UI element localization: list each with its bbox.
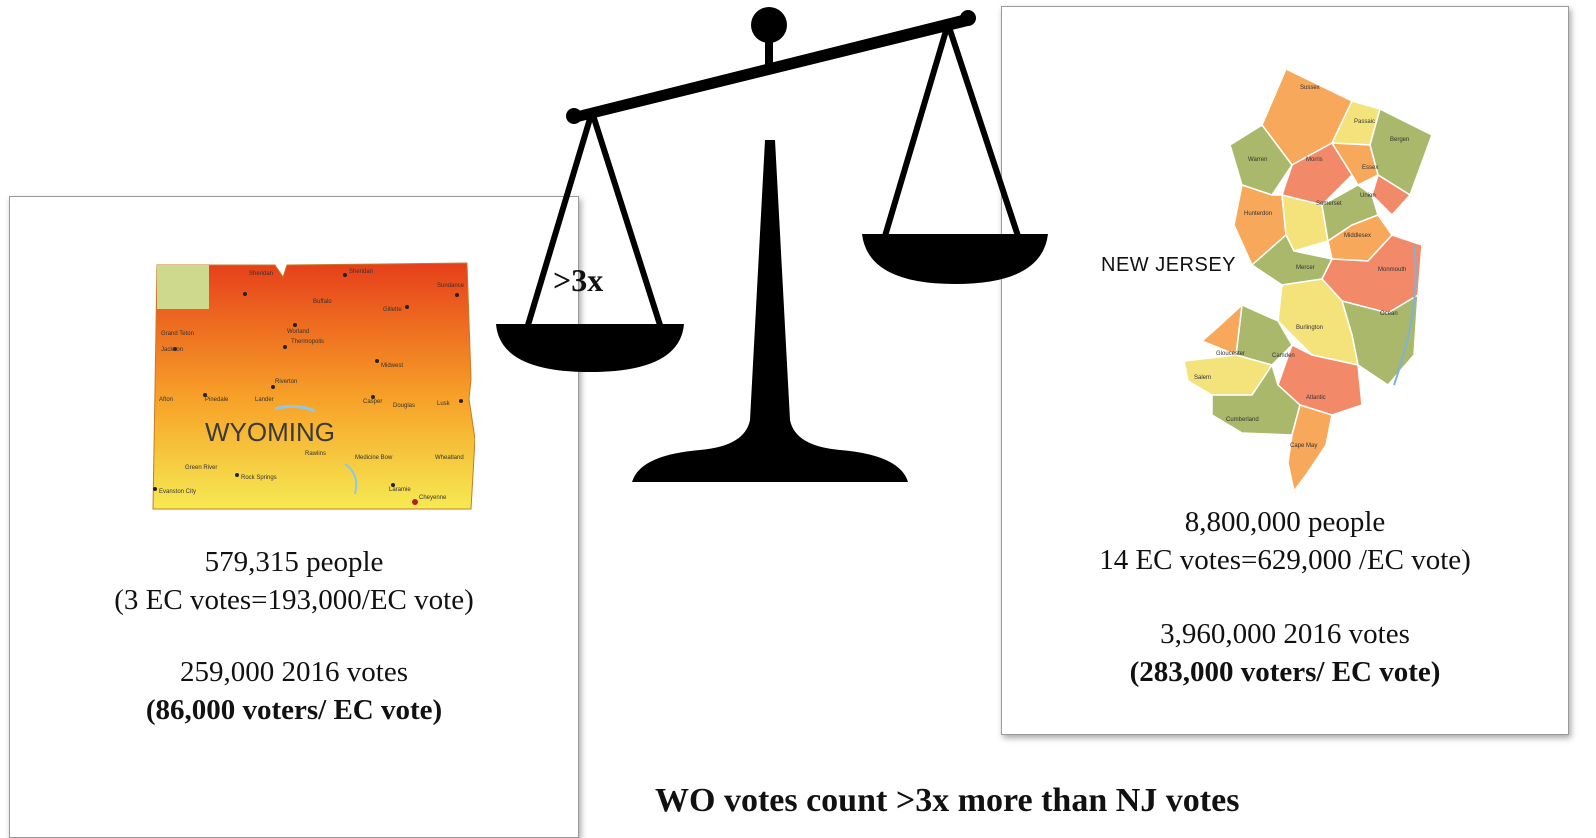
svg-text:Midwest: Midwest (381, 363, 403, 369)
new-jersey-voters-per-ec: (283,000 voters/ EC vote) (1129, 656, 1441, 688)
svg-text:Mercer: Mercer (1296, 265, 1315, 271)
new-jersey-population: 8,800,000 people (1184, 506, 1386, 538)
svg-text:Sundance: Sundance (437, 283, 465, 289)
svg-text:Medicine Bow: Medicine Bow (355, 455, 393, 461)
svg-text:Pinedale: Pinedale (205, 397, 229, 403)
svg-text:Somerset: Somerset (1316, 201, 1342, 207)
svg-text:Cumberland: Cumberland (1226, 417, 1259, 423)
wyoming-card: Sheridan Sheridan Buffalo Gillette Sunda… (9, 196, 579, 838)
svg-text:Sheridan: Sheridan (249, 271, 273, 277)
svg-text:Monmouth: Monmouth (1378, 267, 1406, 273)
svg-text:Lander: Lander (255, 397, 274, 403)
new-jersey-card: Sussex Passaic Bergen Warren Morris Esse… (1001, 6, 1569, 735)
svg-text:Laramie: Laramie (389, 487, 411, 493)
comparison-claim: WO votes count >3x more than NJ votes (655, 782, 1240, 819)
new-jersey-map-label: NEW JERSEY (1101, 254, 1237, 276)
svg-text:Bergen: Bergen (1390, 137, 1409, 143)
svg-text:Atlantic: Atlantic (1306, 395, 1326, 401)
svg-text:Salem: Salem (1194, 375, 1211, 381)
svg-text:Camden: Camden (1272, 353, 1295, 359)
svg-text:Wheatland: Wheatland (435, 455, 464, 461)
city-dots (153, 273, 463, 505)
svg-text:Gillette: Gillette (383, 307, 402, 313)
svg-text:Buffalo: Buffalo (313, 299, 332, 305)
svg-text:Sheridan: Sheridan (349, 269, 373, 275)
svg-text:Ocean: Ocean (1380, 311, 1398, 317)
svg-text:Middlesex: Middlesex (1344, 233, 1371, 239)
svg-text:Afton: Afton (159, 397, 173, 403)
svg-text:Gloucester: Gloucester (1216, 351, 1245, 357)
svg-text:Union: Union (1360, 193, 1376, 199)
svg-text:Riverton: Riverton (275, 379, 297, 385)
new-jersey-ec-line: 14 EC votes=629,000 /EC vote) (1099, 544, 1471, 576)
wyoming-map: Sheridan Sheridan Buffalo Gillette Sunda… (152, 262, 475, 510)
wyoming-map-label: WYOMING (205, 417, 335, 447)
wyoming-population: 579,315 people (204, 546, 384, 578)
svg-text:Lusk: Lusk (437, 401, 451, 407)
svg-text:Hunterdon: Hunterdon (1244, 211, 1272, 217)
svg-text:Douglas: Douglas (393, 403, 415, 409)
wyoming-votes-2016: 259,000 2016 votes (180, 656, 408, 688)
wyoming-ec-line: (3 EC votes=193,000/EC vote) (114, 584, 474, 616)
svg-text:Worland: Worland (287, 329, 309, 335)
svg-text:Burlington: Burlington (1296, 325, 1323, 331)
svg-text:Essex: Essex (1362, 165, 1378, 171)
svg-text:Casper: Casper (363, 399, 382, 405)
svg-text:Thermopolis: Thermopolis (291, 339, 324, 345)
svg-text:Grand Teton: Grand Teton (161, 331, 194, 337)
svg-text:Cheyenne: Cheyenne (419, 495, 447, 501)
svg-text:Jackson: Jackson (161, 347, 183, 353)
svg-text:Evanston City: Evanston City (159, 489, 196, 495)
svg-text:Cape May: Cape May (1290, 443, 1317, 449)
svg-text:Sussex: Sussex (1300, 85, 1320, 91)
svg-text:Rock Springs: Rock Springs (241, 475, 277, 481)
svg-text:Passaic: Passaic (1354, 119, 1375, 125)
svg-text:Rawlins: Rawlins (305, 451, 326, 457)
new-jersey-votes-2016: 3,960,000 2016 votes (1160, 618, 1410, 650)
new-jersey-map: Sussex Passaic Bergen Warren Morris Esse… (1183, 67, 1432, 493)
wyoming-voters-per-ec: (86,000 voters/ EC vote) (145, 694, 443, 726)
svg-text:Warren: Warren (1248, 157, 1267, 163)
svg-text:Green River: Green River (185, 465, 217, 471)
ratio-label: >3x (553, 262, 604, 298)
svg-text:Morris: Morris (1306, 157, 1323, 163)
balance-scale-icon (496, 7, 1048, 482)
